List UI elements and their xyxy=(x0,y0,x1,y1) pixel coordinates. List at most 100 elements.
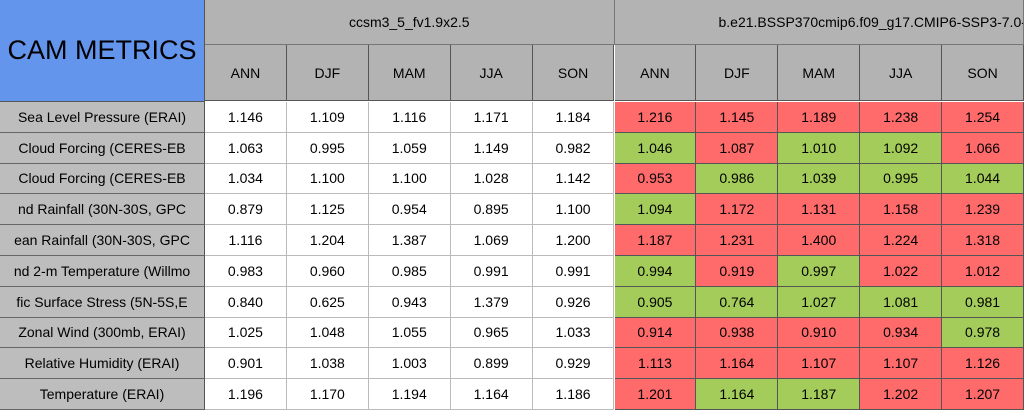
base-value-cell: 0.982 xyxy=(532,132,615,164)
test-value-cell: 1.145 xyxy=(696,102,779,133)
test-value-cell: 0.981 xyxy=(942,286,1024,318)
test-value-cell: 0.934 xyxy=(860,317,943,349)
test-value-cell: 1.164 xyxy=(696,379,779,410)
base-value-cell: 1.149 xyxy=(450,132,533,164)
group-header-label: ccsm3_5_fv1.9x2.5 xyxy=(348,14,470,30)
season-header: MAM xyxy=(368,45,451,101)
test-value-cell: 0.910 xyxy=(778,317,861,349)
test-value-cell: 1.092 xyxy=(860,132,943,164)
test-value-cell: 1.224 xyxy=(860,225,943,256)
base-value-cell: 0.895 xyxy=(450,194,533,226)
test-value-cell: 0.953 xyxy=(614,163,697,195)
row-label: ean Rainfall (30N-30S, GPC xyxy=(0,225,205,256)
row-label: Cloud Forcing (CERES-EB xyxy=(0,163,205,195)
test-value-cell: 1.187 xyxy=(614,225,697,256)
base-value-cell: 1.055 xyxy=(368,317,451,349)
base-value-cell: 1.034 xyxy=(205,163,287,195)
test-value-cell: 1.046 xyxy=(614,132,697,164)
season-header: DJF xyxy=(696,45,779,101)
base-value-cell: 1.142 xyxy=(532,163,615,195)
test-value-cell: 1.189 xyxy=(778,102,861,133)
test-value-cell: 0.986 xyxy=(696,163,779,195)
base-value-cell: 1.116 xyxy=(368,102,451,133)
test-value-cell: 1.107 xyxy=(778,348,861,380)
test-value-cell: 0.994 xyxy=(614,256,697,287)
base-value-cell: 1.164 xyxy=(450,379,533,410)
test-value-cell: 1.126 xyxy=(942,348,1024,380)
group-header: ccsm3_5_fv1.9x2.5 xyxy=(205,0,615,45)
season-header: MAM xyxy=(778,45,861,101)
base-value-cell: 1.170 xyxy=(286,379,369,410)
base-value-cell: 1.184 xyxy=(532,102,615,133)
test-value-cell: 1.202 xyxy=(860,379,943,410)
test-value-cell: 1.022 xyxy=(860,256,943,287)
test-value-cell: 1.172 xyxy=(696,194,779,226)
row-label: nd Rainfall (30N-30S, GPC xyxy=(0,194,205,226)
test-value-cell: 1.239 xyxy=(942,194,1024,226)
row-label: Sea Level Pressure (ERAI) xyxy=(0,102,205,133)
test-value-cell: 1.131 xyxy=(778,194,861,226)
base-value-cell: 1.025 xyxy=(205,317,287,349)
test-value-cell: 1.039 xyxy=(778,163,861,195)
table-title: CAM METRICS xyxy=(0,0,205,102)
base-value-cell: 1.048 xyxy=(286,317,369,349)
row-label: fic Surface Stress (5N-5S,E xyxy=(0,286,205,318)
test-value-cell: 1.044 xyxy=(942,163,1024,195)
test-value-cell: 1.231 xyxy=(696,225,779,256)
base-value-cell: 1.387 xyxy=(368,225,451,256)
base-value-cell: 0.954 xyxy=(368,194,451,226)
base-value-cell: 0.943 xyxy=(368,286,451,318)
base-value-cell: 0.840 xyxy=(205,286,287,318)
test-value-cell: 0.997 xyxy=(778,256,861,287)
test-value-cell: 1.318 xyxy=(942,225,1024,256)
base-value-cell: 0.995 xyxy=(286,132,369,164)
base-value-cell: 1.100 xyxy=(532,194,615,226)
test-value-cell: 1.010 xyxy=(778,132,861,164)
test-value-cell: 1.254 xyxy=(942,102,1024,133)
base-value-cell: 0.960 xyxy=(286,256,369,287)
base-value-cell: 1.100 xyxy=(286,163,369,195)
base-value-cell: 1.171 xyxy=(450,102,533,133)
base-value-cell: 0.983 xyxy=(205,256,287,287)
test-value-cell: 1.027 xyxy=(778,286,861,318)
test-value-cell: 1.113 xyxy=(614,348,697,380)
test-value-cell: 1.187 xyxy=(778,379,861,410)
base-value-cell: 1.063 xyxy=(205,132,287,164)
base-value-cell: 1.186 xyxy=(532,379,615,410)
season-header: JJA xyxy=(860,45,943,101)
test-value-cell: 0.938 xyxy=(696,317,779,349)
base-value-cell: 1.125 xyxy=(286,194,369,226)
row-label: Zonal Wind (300mb, ERAI) xyxy=(0,317,205,349)
base-value-cell: 0.879 xyxy=(205,194,287,226)
base-value-cell: 1.059 xyxy=(368,132,451,164)
base-value-cell: 1.194 xyxy=(368,379,451,410)
base-value-cell: 0.625 xyxy=(286,286,369,318)
test-value-cell: 1.207 xyxy=(942,379,1024,410)
row-label: Temperature (ERAI) xyxy=(0,379,205,410)
test-value-cell: 1.216 xyxy=(614,102,697,133)
group-header-label: b.e21.BSSP370cmip6.f09_g17.CMIP6-SSP3-7.… xyxy=(718,14,1024,30)
season-header: DJF xyxy=(286,45,369,101)
base-value-cell: 0.926 xyxy=(532,286,615,318)
test-value-cell: 1.094 xyxy=(614,194,697,226)
base-value-cell: 1.204 xyxy=(286,225,369,256)
base-value-cell: 0.985 xyxy=(368,256,451,287)
base-value-cell: 1.146 xyxy=(205,102,287,133)
base-value-cell: 1.028 xyxy=(450,163,533,195)
base-value-cell: 1.003 xyxy=(368,348,451,380)
test-value-cell: 0.978 xyxy=(942,317,1024,349)
test-value-cell: 1.201 xyxy=(614,379,697,410)
base-value-cell: 1.379 xyxy=(450,286,533,318)
season-header: JJA xyxy=(450,45,533,101)
test-value-cell: 1.012 xyxy=(942,256,1024,287)
test-value-cell: 0.914 xyxy=(614,317,697,349)
base-value-cell: 1.033 xyxy=(532,317,615,349)
test-value-cell: 1.087 xyxy=(696,132,779,164)
row-label: nd 2-m Temperature (Willmo xyxy=(0,256,205,287)
base-value-cell: 1.069 xyxy=(450,225,533,256)
base-value-cell: 0.899 xyxy=(450,348,533,380)
test-value-cell: 1.158 xyxy=(860,194,943,226)
test-value-cell: 1.238 xyxy=(860,102,943,133)
base-value-cell: 0.965 xyxy=(450,317,533,349)
